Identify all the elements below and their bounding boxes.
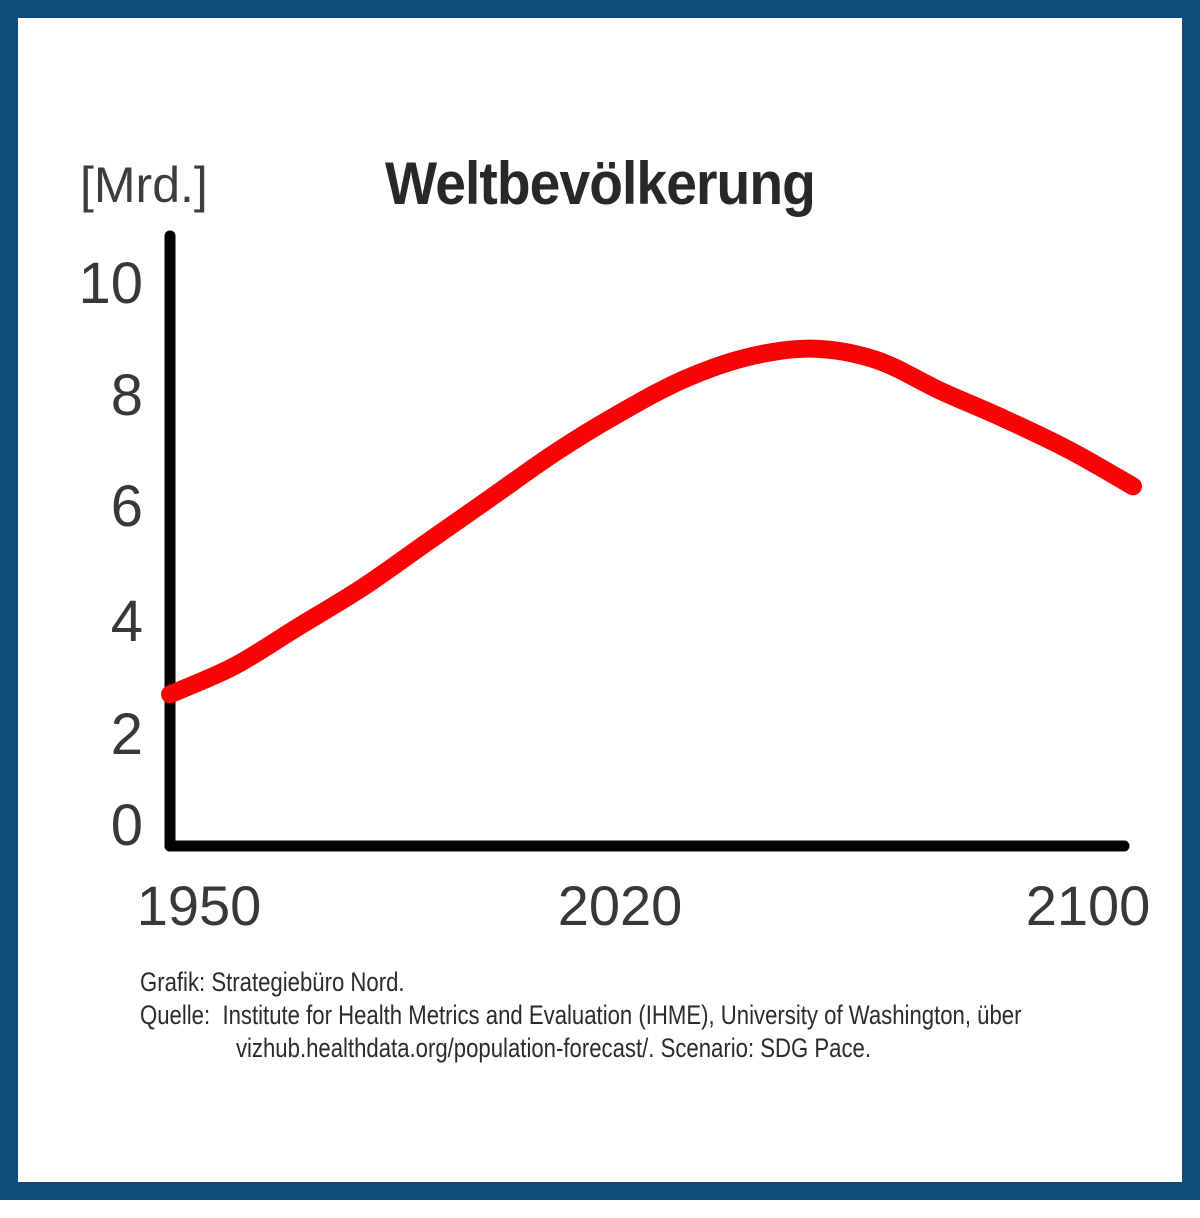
- y-tick-0: 0: [110, 793, 143, 858]
- y-tick-6: 6: [110, 474, 143, 539]
- x-tick-1950: 1950: [136, 874, 262, 937]
- y-tick-8: 8: [110, 363, 143, 428]
- credit-quelle-line: Quelle: Institute for Health Metrics and…: [140, 1000, 1022, 1030]
- credits-block: Grafik: Strategiebüro Nord. Quelle: Inst…: [140, 966, 1165, 1065]
- line-chart-canvas: [161, 230, 1142, 852]
- y-tick-4: 4: [110, 589, 143, 654]
- credit-grafik-line: Grafik: Strategiebüro Nord.: [140, 967, 405, 997]
- x-tick-2020: 2020: [557, 874, 683, 937]
- y-axis-unit-label: [Mrd.]: [80, 157, 208, 213]
- credit-url-line: vizhub.healthdata.org/population-forecas…: [235, 1033, 872, 1063]
- y-tick-10: 10: [78, 251, 143, 316]
- chart-title: Weltbevölkerung: [385, 150, 816, 217]
- y-tick-2: 2: [110, 702, 143, 767]
- population-curve: [161, 339, 1142, 704]
- x-tick-2100: 2100: [1025, 874, 1151, 937]
